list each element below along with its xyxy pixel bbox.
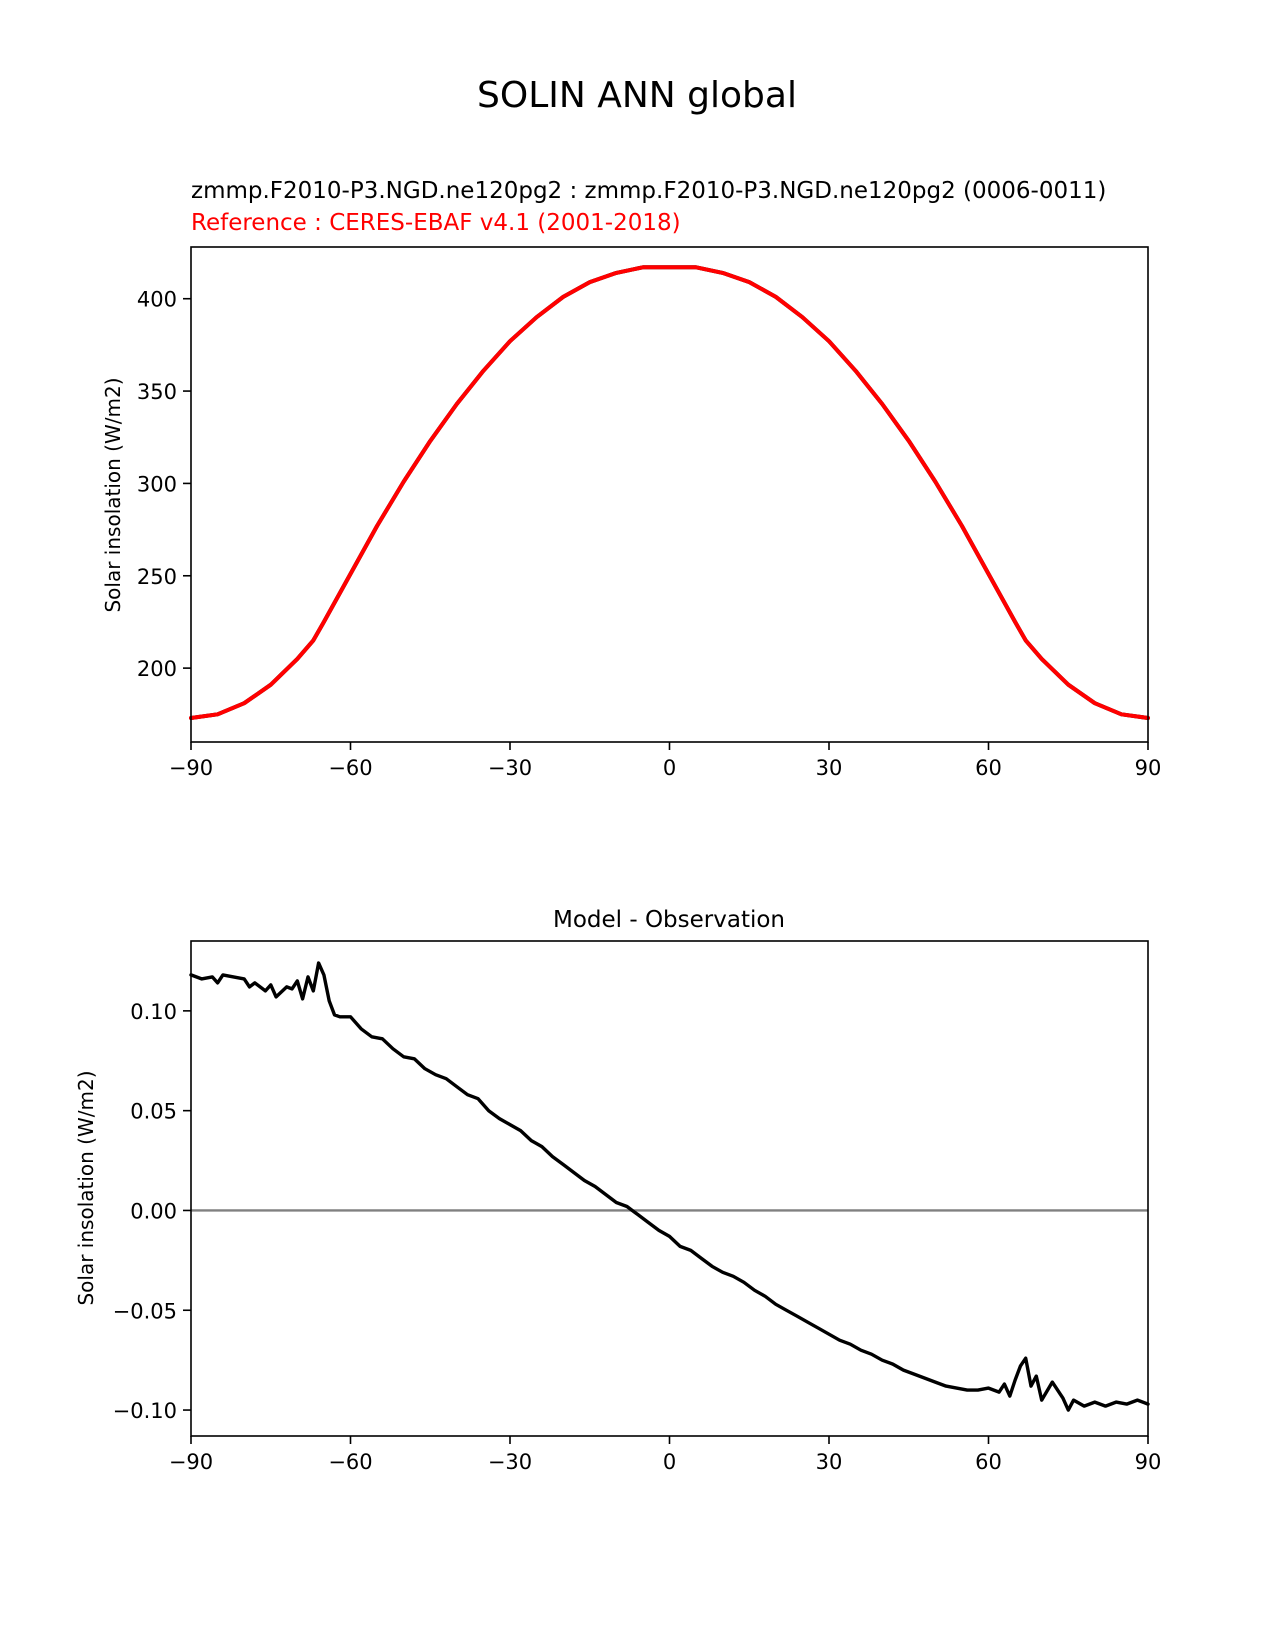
top-subtitle-line-1: zmmp.F2010-P3.NGD.ne120pg2 : zmmp.F2010-… [191, 178, 1106, 204]
bottom-y-tick-label: −0.05 [113, 1299, 177, 1323]
top-series-layer [189, 265, 1150, 720]
top-axes-frame [190, 246, 1149, 743]
bottom-y-tick-label: 0.00 [130, 1199, 177, 1223]
bottom-y-tick-label: 0.10 [130, 1000, 177, 1024]
bottom-x-tick-label: 0 [663, 1450, 676, 1474]
bottom-title: Model - Observation [553, 907, 785, 933]
bottom-x-tick-label: 60 [975, 1450, 1002, 1474]
top-series-line-1 [189, 265, 1150, 720]
top-y-tick-label: 300 [137, 472, 177, 496]
top-x-tick-label: 60 [975, 756, 1002, 780]
figure-title: SOLIN ANN global [477, 75, 797, 116]
top-y-ticks: 200 250 300 350 400 [137, 288, 191, 681]
bottom-x-tick-label: 30 [816, 1450, 843, 1474]
top-x-tick-label: 0 [663, 756, 676, 780]
bottom-y-axis-label: Solar insolation (W/m2) [74, 1070, 98, 1305]
bottom-panel: Model - Observation −90 −60 −30 0 30 60 90 −0.… [74, 907, 1161, 1474]
top-x-tick-label: 90 [1135, 756, 1162, 780]
bottom-y-ticks: −0.10 −0.05 0.00 0.05 0.10 [113, 1000, 191, 1423]
top-x-tick-label: −60 [328, 756, 372, 780]
top-y-axis-label: Solar insolation (W/m2) [101, 377, 125, 612]
bottom-y-tick-label: −0.10 [113, 1399, 177, 1423]
bottom-series-line-1 [189, 961, 1150, 1412]
top-y-tick-label: 400 [137, 288, 177, 312]
bottom-x-ticks: −90 −60 −30 0 30 60 90 [169, 1436, 1162, 1474]
top-panel: zmmp.F2010-P3.NGD.ne120pg2 : zmmp.F2010-… [101, 178, 1161, 780]
top-series-line-2 [189, 265, 1150, 720]
top-subtitle-line-2: Reference : CERES-EBAF v4.1 (2001-2018) [191, 210, 681, 236]
top-x-tick-label: −90 [169, 756, 213, 780]
top-y-tick-label: 250 [137, 565, 177, 589]
top-y-tick-label: 350 [137, 380, 177, 404]
bottom-x-tick-label: −60 [328, 1450, 372, 1474]
bottom-series-layer [189, 961, 1150, 1412]
bottom-x-tick-label: −90 [169, 1450, 213, 1474]
top-x-tick-label: −30 [488, 756, 532, 780]
bottom-x-tick-label: 90 [1135, 1450, 1162, 1474]
top-y-tick-label: 200 [137, 657, 177, 681]
top-x-ticks: −90 −60 −30 0 30 60 90 [169, 742, 1162, 780]
bottom-y-tick-label: 0.05 [130, 1100, 177, 1124]
bottom-x-tick-label: −30 [488, 1450, 532, 1474]
top-x-tick-label: 30 [816, 756, 843, 780]
